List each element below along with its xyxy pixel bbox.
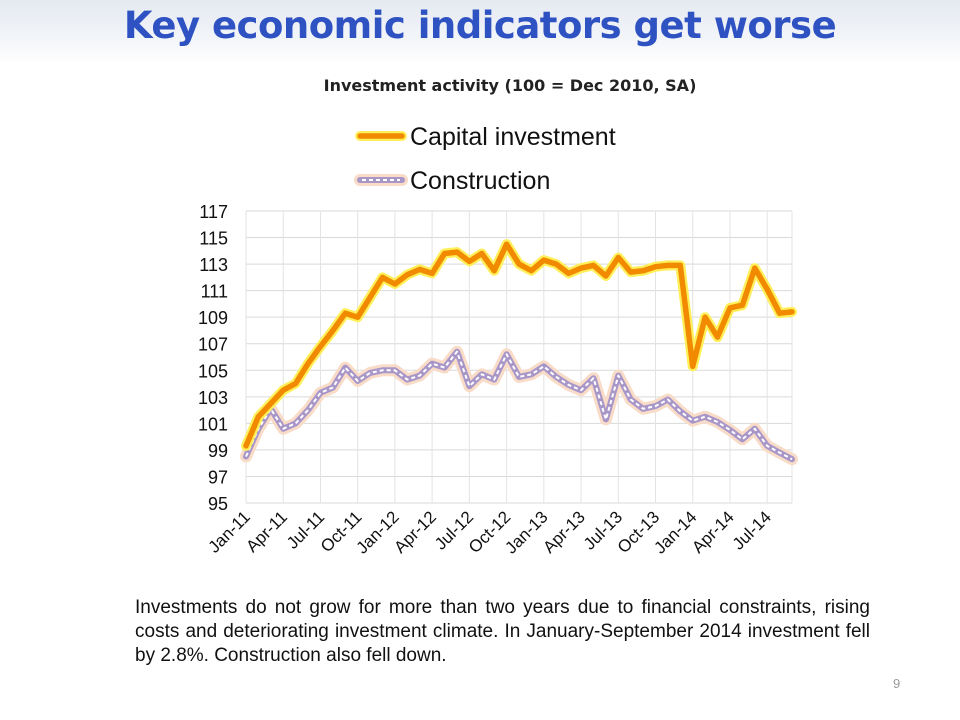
series-capital-investment-line — [243, 241, 795, 449]
x-tick-label: Jan-13 — [501, 507, 551, 557]
x-tick-label: Jan-11 — [205, 507, 254, 556]
slide-title: Key economic indicators get worse — [123, 4, 837, 47]
page-number: 9 — [893, 676, 901, 691]
y-tick-label: 109 — [198, 308, 228, 328]
chart-title: Investment activity (100 = Dec 2010, SA) — [323, 76, 697, 95]
y-tick-label: 101 — [198, 414, 228, 434]
legend-construction-label: Construction — [410, 167, 550, 195]
y-tick-label: 97 — [208, 467, 228, 487]
x-tick-label: Jul-14 — [729, 507, 775, 553]
y-tick-label: 113 — [199, 255, 228, 275]
x-tick-label: Apr-12 — [390, 507, 440, 557]
x-tick-label: Apr-13 — [539, 507, 589, 557]
y-tick-label: 117 — [199, 202, 228, 222]
x-tick-label: Jan-14 — [650, 507, 700, 557]
series-construction-core — [245, 350, 793, 461]
y-tick-label: 115 — [199, 229, 228, 249]
x-tick-label: Apr-11 — [242, 507, 291, 556]
line-chart: 959799101103105107109111113115117Jan-11A… — [198, 123, 798, 558]
y-tick-label: 99 — [208, 441, 228, 461]
slide-caption: Investments do not grow for more than tw… — [135, 597, 870, 666]
legend-capital-investment-label: Capital investment — [410, 123, 616, 151]
x-tick-label: Jan-12 — [353, 507, 403, 557]
y-tick-label: 103 — [198, 388, 228, 408]
y-tick-label: 95 — [208, 494, 228, 514]
y-tick-label: 107 — [198, 335, 228, 355]
header-band — [0, 0, 960, 64]
x-tick-label: Apr-14 — [688, 507, 738, 557]
y-tick-label: 111 — [201, 282, 228, 302]
y-tick-label: 105 — [198, 361, 228, 381]
series-construction-halo — [240, 345, 798, 466]
